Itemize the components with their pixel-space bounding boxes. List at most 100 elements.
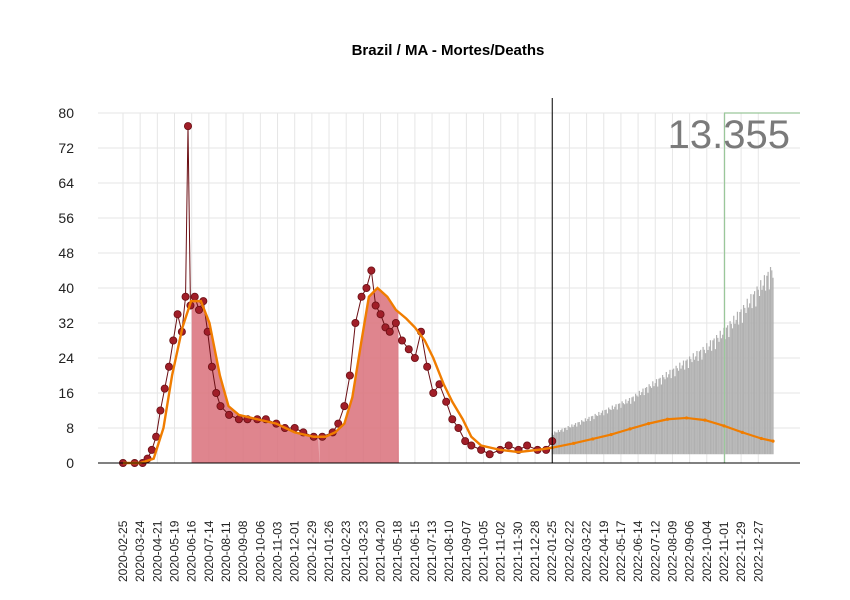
observed-point [504, 441, 513, 450]
observed-point [485, 450, 494, 459]
x-tick-label: 2022-11-29 [734, 521, 748, 582]
observed-point [376, 310, 385, 319]
y-axis-ticks: 0 8 16 24 32 40 48 56 64 72 80 [58, 105, 74, 471]
observed-point [357, 292, 366, 301]
x-tick-label: 2020-03-24 [133, 520, 147, 582]
x-tick-label: 2021-08-10 [442, 520, 456, 582]
x-tick-label: 2021-04-20 [374, 520, 388, 582]
observed-point [340, 402, 349, 411]
x-tick-label: 2022-07-12 [648, 520, 662, 582]
y-tick-label: 80 [58, 105, 74, 121]
observed-point [190, 292, 199, 301]
observed-point [212, 388, 221, 397]
projection-point [646, 422, 651, 426]
observed-point [385, 327, 394, 336]
x-tick-label: 2021-05-18 [391, 520, 405, 582]
observed-point [454, 423, 463, 432]
projection-point [722, 424, 726, 428]
y-tick-label: 8 [66, 420, 74, 436]
projection-point [591, 437, 595, 441]
x-axis-ticks: 2020-02-25 2020-03-24 2020-04-21 2020-05-19… [116, 520, 765, 582]
y-tick-label: 48 [58, 245, 74, 261]
x-tick-label: 2022-08-09 [665, 520, 679, 582]
observed-point [183, 122, 192, 131]
x-tick-label: 2022-09-06 [683, 520, 697, 582]
projection-point [771, 439, 775, 443]
x-tick-label: 2020-10-06 [253, 520, 267, 582]
observed-area-shape [191, 301, 320, 463]
x-tick-label: 2021-06-15 [408, 520, 422, 582]
y-tick-label: 0 [66, 455, 74, 471]
axes [98, 98, 800, 464]
observed-points [119, 122, 557, 467]
x-tick-label: 2021-09-07 [459, 520, 473, 582]
observed-point [448, 415, 457, 424]
x-tick-label: 2020-02-25 [116, 520, 130, 582]
observed-point [345, 371, 354, 380]
x-tick-label: 2022-04-19 [597, 520, 611, 582]
observed-point [169, 336, 178, 345]
observed-point [391, 318, 400, 327]
observed-point [398, 336, 407, 345]
x-tick-label: 2020-12-29 [305, 520, 319, 582]
reference-line [723, 112, 800, 463]
x-tick-label: 2020-09-08 [236, 520, 250, 582]
observed-point [477, 445, 486, 454]
observed-point [371, 301, 380, 310]
observed-area [191, 288, 399, 463]
observed-point [367, 266, 376, 275]
y-tick-label: 32 [58, 315, 74, 331]
observed-point [195, 305, 204, 314]
observed-point [362, 283, 371, 292]
observed-point [429, 388, 438, 397]
y-tick-label: 16 [58, 385, 74, 401]
observed-point [467, 441, 476, 450]
y-tick-label: 56 [58, 210, 74, 226]
x-tick-label: 2022-01-25 [545, 520, 559, 582]
projection-point [572, 441, 576, 445]
y-tick-label: 64 [58, 175, 74, 191]
y-tick-label: 72 [58, 140, 74, 156]
observed-point [334, 419, 343, 428]
observed-point [410, 353, 419, 362]
x-tick-label: 2021-12-28 [528, 520, 542, 582]
smoothed-series-line [123, 286, 553, 465]
observed-point [442, 397, 451, 406]
x-tick-label: 2022-06-14 [631, 520, 645, 582]
observed-point [461, 437, 470, 446]
x-tick-label: 2021-02-23 [339, 520, 353, 582]
x-tick-label: 2021-11-30 [511, 521, 525, 582]
projection-point [703, 418, 707, 422]
observed-point [404, 345, 413, 354]
observed-point [156, 406, 165, 415]
x-tick-label: 2022-11-01 [717, 521, 731, 582]
observed-point [160, 384, 169, 393]
observed-area-shape [319, 288, 399, 463]
observed-point [164, 362, 173, 371]
x-tick-label: 2021-07-13 [425, 520, 439, 582]
projection-point [609, 432, 613, 437]
observed-point [173, 310, 182, 319]
x-tick-label: 2021-10-05 [477, 520, 491, 582]
chart-title: Brazil / MA - Mortes/Deaths [352, 42, 545, 59]
x-tick-label: 2022-05-17 [614, 520, 628, 582]
x-tick-label: 2020-12-01 [288, 520, 302, 582]
observed-point [234, 415, 243, 424]
x-tick-label: 2020-08-11 [219, 521, 233, 582]
x-tick-label: 2020-04-21 [150, 520, 164, 582]
total-deaths-label: 13.355 [668, 113, 790, 157]
projection-point [740, 430, 744, 434]
projection-point [665, 417, 670, 421]
observed-point [181, 292, 190, 301]
x-tick-label: 2020-11-03 [271, 521, 285, 582]
observed-point [351, 318, 360, 327]
observed-point [225, 410, 234, 419]
x-tick-label: 2021-01-26 [322, 520, 336, 582]
x-tick-label: 2022-02-22 [562, 520, 576, 582]
observed-point [207, 362, 216, 371]
observed-point [147, 445, 156, 454]
observed-point [216, 402, 225, 411]
x-tick-label: 2021-11-02 [494, 521, 508, 582]
y-tick-label: 24 [58, 350, 74, 366]
